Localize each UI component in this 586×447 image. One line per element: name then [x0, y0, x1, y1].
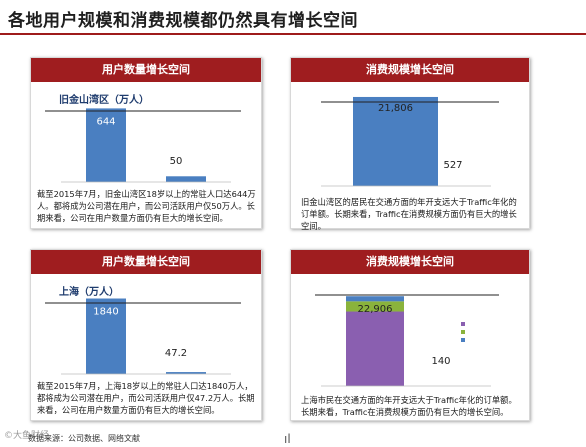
stacked-bar-segment [346, 301, 404, 312]
stacked-bar-segment [346, 311, 404, 386]
panel-description: 上海市民在交通方面的年开支远大于Traffic年化的订单额。长期来看，Traff… [301, 395, 517, 417]
panel-sf-users: 用户数量增长空间 644 50 旧金山湾区（万人） 截至2015年7月，旧金山湾区1… [30, 57, 262, 229]
chart-bar [166, 372, 206, 374]
chart-title: 旧金山湾区（万人） [59, 93, 149, 106]
bar-value-label: 140 [431, 356, 450, 367]
stacked-bar-segment [346, 296, 404, 302]
chart-sh-spend: 22,906 140 [315, 294, 499, 387]
panel-header: 用户数量增长空间 [31, 250, 261, 274]
bar-value-label: 50 [170, 156, 183, 167]
title-rule [0, 33, 586, 35]
corner-mark: ıl [284, 432, 291, 446]
chart-bar [353, 96, 438, 186]
panel-header: 消费规模增长空间 [291, 58, 529, 82]
chart-title: 上海（万人） [59, 285, 119, 298]
bar-value-label: 47.2 [165, 348, 187, 359]
legend-swatch [461, 330, 465, 334]
chart-bar [86, 108, 126, 182]
footer-source: 数据来源：公司数据、网络文献 [28, 434, 140, 443]
panel-sf-spend: 消费规模增长空间 21,806 527 旧金山湾区的居民在交通方面的年开支远大于T… [290, 57, 530, 231]
bar-value-label: 644 [96, 116, 115, 127]
bar-value-label: 527 [443, 160, 462, 171]
panel-header: 消费规模增长空间 [291, 250, 529, 274]
bar-value-label: 1840 [93, 307, 118, 318]
panel-sh-spend: 消费规模增长空间 22,906 140 上海市民在交通方面的年开支远大于Traff… [290, 249, 530, 421]
legend-swatch [461, 322, 465, 326]
panel-header: 用户数量增长空间 [31, 58, 261, 82]
bar-value-label: 22,906 [358, 304, 393, 315]
panel-sh-users: 用户数量增长空间 1840 47.2 上海（万人） 截至2015年7月，上海18岁以… [30, 249, 262, 421]
chart-sf-spend: 21,806 527 [321, 96, 499, 187]
panel-description: 旧金山湾区的居民在交通方面的年开支远大于Traffic年化的订单额。长期来看，T… [301, 197, 517, 231]
panel-description: 截至2015年7月，上海18岁以上的常驻人口达1840万人，都将成为公司潜在用户… [37, 381, 255, 415]
watermark: ©大鱼财经 [4, 431, 50, 441]
panel-description: 截至2015年7月，旧金山湾区18岁以上的常驻人口达644万人。都将成为公司潜在… [37, 189, 256, 223]
chart-bar [166, 176, 206, 182]
chart-sf-users: 644 50 旧金山湾区（万人） [45, 93, 241, 183]
bar-value-label: 21,806 [378, 103, 413, 114]
legend-swatch [461, 338, 465, 342]
chart-bar [86, 298, 126, 374]
slide-title: 各地用户规模和消费规模都仍然具有增长空间 [8, 11, 358, 31]
chart-sh-users: 1840 47.2 上海（万人） [45, 285, 241, 375]
